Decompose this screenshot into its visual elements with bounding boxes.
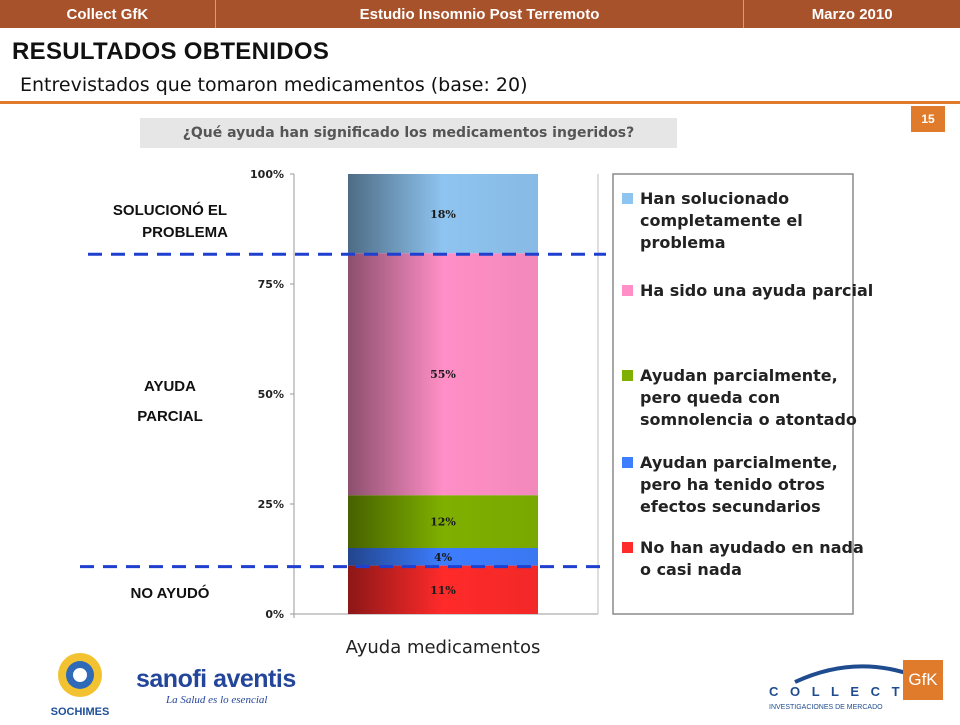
label-no-help: NO AYUDÓ	[130, 585, 210, 602]
legend-label: Ha sido una ayuda parcial	[640, 281, 873, 300]
sanofi-tagline: La Salud es lo esencial	[166, 694, 268, 706]
header-right: Marzo 2010	[811, 5, 893, 23]
collect-gfk-logo: C O L L E C T INVESTIGACIONES DE MERCADO…	[765, 660, 945, 718]
label-partial-line2: PARCIAL	[137, 408, 203, 425]
legend-swatch	[622, 542, 633, 553]
sanofi-logo: sanofi aventis La Salud es lo esencial	[136, 665, 311, 715]
legend-label: Ayudan parcialmente,	[640, 453, 838, 472]
legend-swatch	[622, 457, 633, 468]
gfk-badge: GfK	[903, 660, 943, 700]
legend-label: somnolencia o atontado	[640, 410, 857, 429]
label-solved-line1: SOLUCIONÓ EL	[112, 202, 228, 219]
bar-data-label: 55%	[430, 368, 456, 381]
chart-legend: Han solucionado completamente el problema H…	[612, 173, 873, 615]
legend-swatch	[622, 370, 633, 381]
bar-segment-shading	[348, 495, 538, 548]
sochimes-text: SOCHIMES	[51, 706, 110, 718]
y-axis: 0% 25% 50% 75% 100%	[250, 168, 294, 621]
legend-label: completamente el	[640, 211, 803, 230]
bar-segment-shading	[348, 253, 538, 496]
y-tick-label: 75%	[258, 278, 284, 291]
page-title: RESULTADOS OBTENIDOS	[12, 38, 330, 65]
legend-label: Han solucionado	[640, 189, 789, 208]
legend-box	[612, 173, 854, 615]
y-tick-label: 50%	[258, 388, 284, 401]
bar-segment-shading	[348, 565, 538, 614]
y-tick-label: 100%	[250, 168, 284, 181]
legend-label: problema	[640, 233, 726, 252]
bar-data-label: 4%	[434, 551, 453, 564]
label-solved: SOLUCIONÓ EL PROBLEMA	[100, 200, 240, 244]
bar-segments	[348, 174, 538, 614]
y-tick-label: 0%	[265, 608, 284, 621]
sanofi-wordmark: sanofi aventis	[136, 665, 296, 693]
collect-tagline: INVESTIGACIONES DE MERCADO	[769, 704, 883, 711]
header-left: Collect GfK	[0, 0, 216, 28]
legend-swatch	[622, 193, 633, 204]
label-partial-line1: AYUDA	[144, 378, 196, 395]
page-subtitle: Entrevistados que tomaron medicamentos (…	[20, 74, 528, 96]
question-banner: ¿Qué ayuda han significado los medicamen…	[140, 118, 677, 148]
collect-arc-icon	[794, 664, 916, 684]
x-axis-label: Ayuda medicamentos	[346, 637, 541, 658]
legend-label: efectos secundarios	[640, 497, 821, 516]
bar-data-label: 18%	[430, 208, 456, 221]
header-center: Estudio Insomnio Post Terremoto	[216, 0, 745, 28]
sochimes-emblem: SOCHIMES	[51, 653, 110, 718]
page-number: 15	[911, 106, 945, 132]
legend-label: o casi nada	[640, 560, 742, 579]
collect-wordmark: C O L L E C T	[769, 684, 904, 699]
bar-data-label: 12%	[430, 516, 456, 529]
label-partial: AYUDA PARCIAL	[120, 372, 220, 432]
legend-label: pero queda con	[640, 388, 780, 407]
label-solved-line2: PROBLEMA	[142, 224, 228, 241]
bar-segment-shading	[348, 548, 538, 566]
bar-data-labels: 11% 4% 12% 55% 18%	[430, 208, 456, 597]
bar-data-label: 11%	[430, 584, 456, 597]
legend-label: Ayudan parcialmente,	[640, 366, 838, 385]
sochimes-logo: SOCHIMES	[40, 645, 120, 720]
legend-swatch	[622, 285, 633, 296]
legend-label: No han ayudado en nada	[640, 538, 864, 557]
legend-label: pero ha tenido otros	[640, 475, 825, 494]
bar-segment-shading	[348, 174, 538, 254]
header-bar: Collect GfK Estudio Insomnio Post Terrem…	[0, 0, 960, 28]
dashed-dividers	[80, 252, 606, 569]
title-divider	[0, 101, 960, 104]
y-tick-label: 25%	[258, 498, 284, 511]
